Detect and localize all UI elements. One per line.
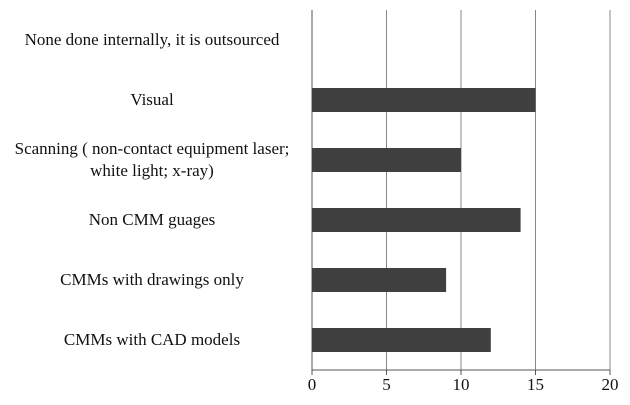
bar <box>312 328 491 352</box>
x-tick-label: 10 <box>453 375 470 394</box>
bar <box>312 148 461 172</box>
y-tick-label: Visual <box>130 90 174 109</box>
y-tick-label: Scanning ( non-contact equipment laser; … <box>14 139 290 180</box>
bar <box>312 268 447 292</box>
x-tick-label: 0 <box>308 375 317 394</box>
x-tick-label: 15 <box>527 375 544 394</box>
y-tick-label: Non CMM guages <box>88 210 216 229</box>
x-tick-label: 5 <box>382 375 391 394</box>
y-tick-label: CMMs with drawings only <box>60 270 244 289</box>
bar <box>312 208 521 232</box>
y-tick-label: None done internally, it is outsourced <box>24 30 280 49</box>
bar <box>312 88 536 112</box>
y-tick-label: CMMs with CAD models <box>63 330 241 349</box>
x-tick-label: 20 <box>602 375 619 394</box>
